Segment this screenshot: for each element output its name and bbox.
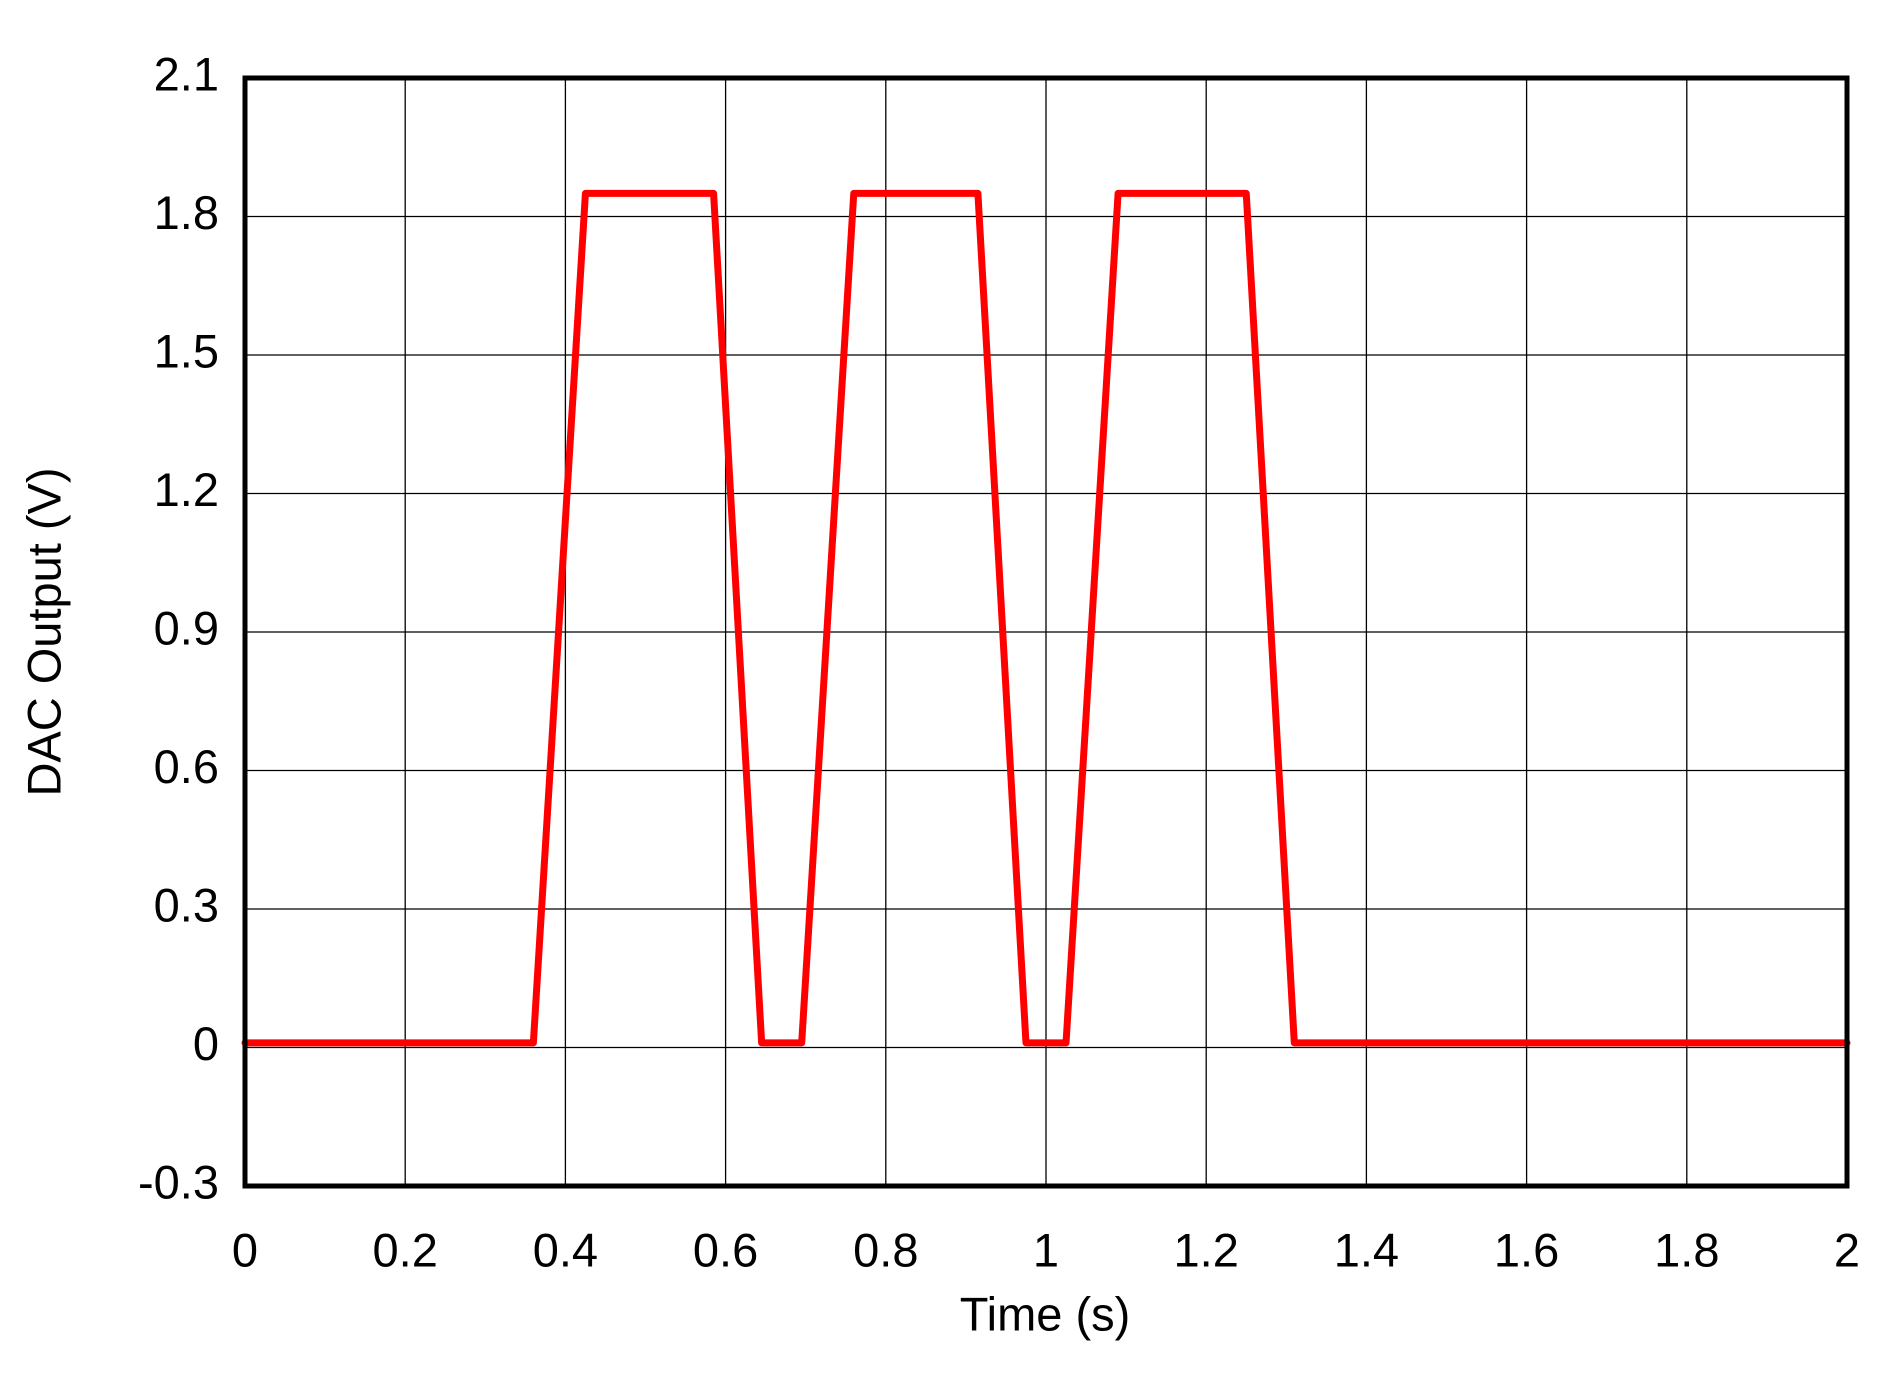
x-tick-label: 1.4 [1334, 1223, 1399, 1276]
y-tick-label: -0.3 [138, 1155, 219, 1208]
x-axis-label: Time (s) [960, 1287, 1131, 1340]
y-tick-label: 0.9 [154, 601, 219, 654]
x-tick-label: 1.2 [1174, 1223, 1239, 1276]
y-tick-label: 0 [193, 1017, 219, 1070]
y-tick-label: 1.2 [154, 463, 219, 516]
x-tick-label: 2 [1834, 1223, 1860, 1276]
data-line [241, 189, 1851, 1047]
x-tick-label: 0 [232, 1223, 258, 1276]
y-axis-label: DAC Output (V) [17, 467, 70, 796]
y-tick-label: 1.5 [154, 324, 219, 377]
x-tick-label: 0.4 [533, 1223, 598, 1276]
plot-frame [242, 75, 1850, 1189]
y-tick-label: 0.3 [154, 878, 219, 931]
y-tick-label: 2.1 [154, 47, 219, 100]
x-tick-label: 0.2 [373, 1223, 438, 1276]
x-tick-label: 1 [1033, 1223, 1059, 1276]
x-tick-label: 0.6 [693, 1223, 758, 1276]
x-tick-label: 1.8 [1654, 1223, 1719, 1276]
x-tick-label: 1.6 [1494, 1223, 1559, 1276]
y-tick-label: 0.6 [154, 740, 219, 793]
x-tick-label: 0.8 [853, 1223, 918, 1276]
y-tick-label: 1.8 [154, 186, 219, 239]
